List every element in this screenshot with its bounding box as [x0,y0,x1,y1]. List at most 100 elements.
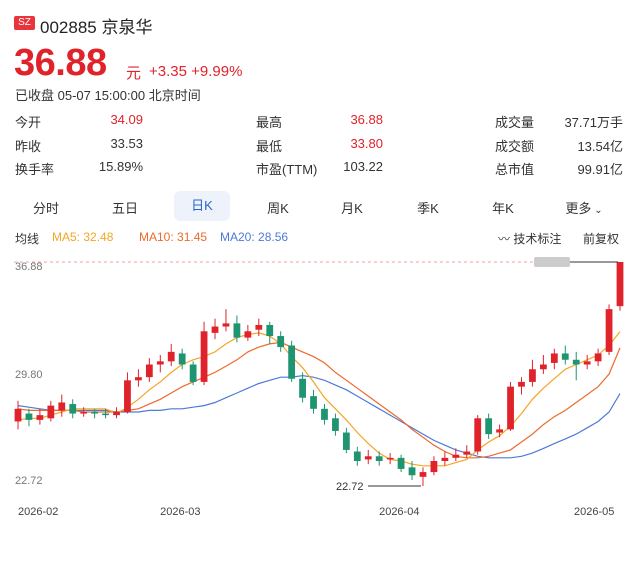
min-marker-label: 22.72 [336,481,364,493]
candle-body [80,411,88,414]
ma20-value: MA20: 28.56 [220,230,289,244]
tech-annotation-icon: 〰 [498,232,511,246]
candle-body [375,456,383,462]
stat-label: 成交额 [495,139,535,154]
tab-0[interactable]: 分时 [18,198,74,217]
stat-label: 今开 [15,115,42,130]
candle-body [485,418,493,435]
x-tick-label: 2026-05 [574,506,614,518]
candle-body [211,326,219,333]
candle-body [507,386,514,430]
candle-body [594,353,602,362]
candle-body [91,411,99,414]
candle-body [529,369,536,382]
tab-3[interactable]: 周K [250,198,306,217]
candle-body [222,323,230,327]
candle-body [69,404,77,414]
candle-body [561,353,569,360]
tab-5[interactable]: 季K [400,198,456,217]
stock-title: 002885 京泉华 [40,18,153,37]
adjust-button[interactable]: 前复权 [583,232,620,246]
stat-value: 36.88 [350,112,383,127]
candle-body [572,359,580,365]
stat-label: 成交量 [495,115,535,130]
candle-body [386,457,394,460]
stat-label: 市盈(TTM) [256,162,318,177]
stat-label: 总市值 [495,162,535,177]
y-tick-label: 22.72 [15,475,43,487]
stat-label: 换手率 [15,162,55,177]
candle-body [124,380,131,412]
tab-4[interactable]: 月K [324,198,380,217]
candle-body [463,451,471,455]
stat-value: 34.09 [110,112,143,127]
candle-body [277,336,285,348]
candle-body [58,402,66,411]
candle-body [550,353,558,363]
tab-label: 月K [341,201,363,216]
ma5-line [17,331,621,467]
candle-body [156,361,164,365]
market-badge: SZ [14,16,35,30]
candle-body [299,378,306,398]
tab-label: 分时 [32,201,59,216]
price-unit: 元 [126,65,142,82]
candle-body [102,413,109,416]
y-tick-label: 29.80 [15,369,43,381]
candle-body [178,353,186,365]
stat-value: 15.89% [98,159,143,174]
stat-value: 33.80 [350,136,383,151]
current-price: 36.88 [14,42,107,84]
x-tick-label: 2026-03 [160,506,200,518]
y-tick-label: 36.88 [15,261,43,273]
candle-body [332,418,339,431]
tab-label: 周K [267,201,289,216]
candle-body [583,361,591,365]
tab-6[interactable]: 年K [475,198,531,217]
candle-body [145,364,153,378]
candle-body [364,456,372,460]
ma10-line [17,341,621,459]
tab-label: 五日 [111,201,138,216]
candle-body [113,411,120,416]
stat-value: 103.22 [343,159,383,174]
ma5-value: MA5: 32.48 [52,230,114,244]
stat-value: 99.91亿 [577,162,623,177]
candle-body [474,418,482,452]
candle-body [25,413,33,420]
candle-body [430,461,438,473]
candle-body [496,429,503,433]
x-tick-label: 2026-04 [379,506,419,518]
stat-label: 昨收 [15,139,42,154]
tech-annotation-button[interactable]: 〰 技术标注 [498,230,561,247]
tab-7[interactable]: 更多 ⌄ [556,198,612,217]
max-marker-box [534,257,570,267]
candle-body [200,331,208,382]
candle-body [255,324,263,330]
ma-title: 均线 [15,232,40,246]
tab-2[interactable]: 日K [174,191,230,221]
candle-body [518,381,525,387]
stat-value: 13.54亿 [577,139,623,154]
stat-label: 最低 [256,139,283,154]
candle-body [189,364,197,382]
candle-body [353,451,361,462]
price-change: +3.35 +9.99% [149,63,243,80]
candle-body [419,472,427,477]
candle-body [408,467,416,476]
stat-label: 最高 [256,115,283,130]
tab-label: 季K [417,201,439,216]
candle-body [321,408,328,420]
tab-1[interactable]: 五日 [97,198,153,217]
candle-body [310,396,317,409]
candle-body [441,457,449,462]
candle-body [244,331,252,338]
candle-body [397,457,405,469]
candle-body [539,364,547,370]
candle-body [342,432,350,450]
candle-body [167,351,175,362]
candle-body [233,323,241,338]
candle-body [288,345,296,379]
candle-body [616,262,624,307]
